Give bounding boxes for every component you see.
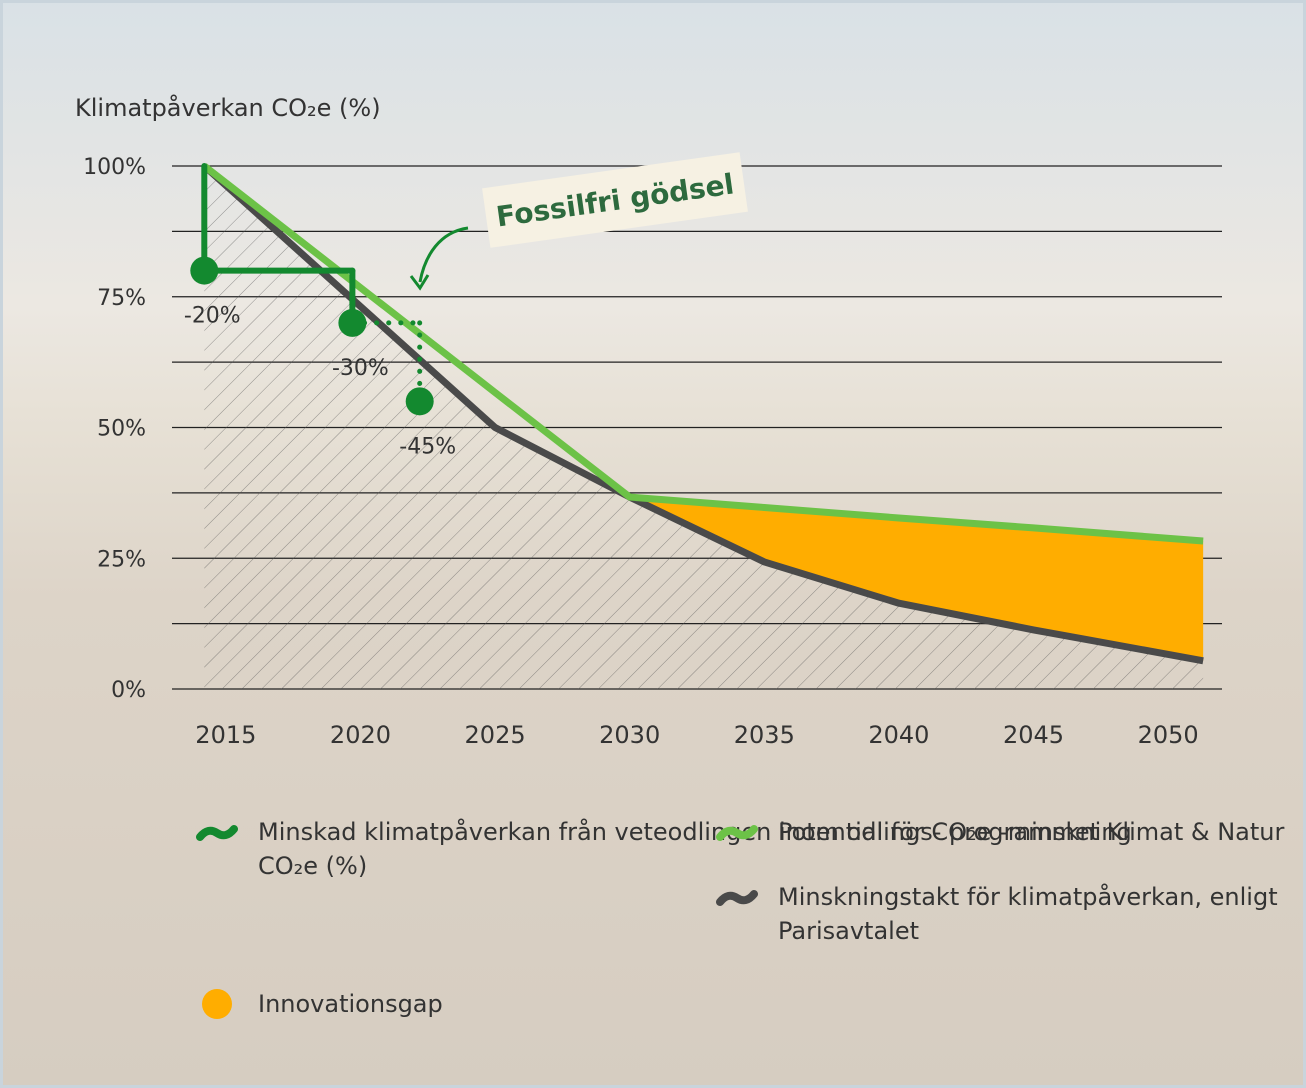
x-tick-label: 2030 xyxy=(599,721,660,749)
legend-symbol xyxy=(720,829,754,837)
annotation-arrow xyxy=(420,228,468,282)
legend-symbol xyxy=(200,829,234,837)
x-tick-label: 2020 xyxy=(330,721,391,749)
y-tick-label: 50% xyxy=(97,417,146,442)
x-tick-label: 2025 xyxy=(465,721,526,749)
y-tick-label: 100% xyxy=(83,155,146,180)
legend-text: Potential för CO₂e -minskning xyxy=(778,815,1132,849)
y-tick-label: 25% xyxy=(97,547,146,572)
data-label: -45% xyxy=(399,434,456,459)
x-tick-label: 2015 xyxy=(195,721,256,749)
data-label: -20% xyxy=(184,304,241,329)
x-tick-label: 2050 xyxy=(1138,721,1199,749)
legend-symbol xyxy=(720,894,754,902)
x-tick-label: 2040 xyxy=(868,721,929,749)
legend-item: Innovationsgap xyxy=(196,987,443,1021)
chart-root: Klimatpåverkan CO₂e (%) 0% 25% 50% 75% 100% 2… xyxy=(0,0,1306,1088)
legend-text: Minskningstakt för klimatpåverkan, enlig… xyxy=(778,880,1306,948)
legend-swatch xyxy=(196,815,238,849)
legend-swatch xyxy=(716,815,758,849)
marker xyxy=(190,257,218,285)
data-label: -30% xyxy=(332,356,389,381)
y-axis-label: Klimatpåverkan CO₂e (%) xyxy=(75,93,381,122)
marker xyxy=(406,387,434,415)
y-tick-label: 0% xyxy=(111,678,146,703)
legend-item: Potential för CO₂e -minskning xyxy=(716,815,1132,849)
marker xyxy=(338,309,366,337)
legend-text: Innovationsgap xyxy=(258,987,443,1021)
legend-item: Minskningstakt för klimatpåverkan, enlig… xyxy=(716,880,1306,948)
legend-swatch xyxy=(196,987,238,1021)
legend-symbol xyxy=(202,989,232,1019)
x-tick-label: 2035 xyxy=(734,721,795,749)
legend-swatch xyxy=(716,880,758,914)
x-tick-label: 2045 xyxy=(1003,721,1064,749)
y-tick-label: 75% xyxy=(97,286,146,311)
